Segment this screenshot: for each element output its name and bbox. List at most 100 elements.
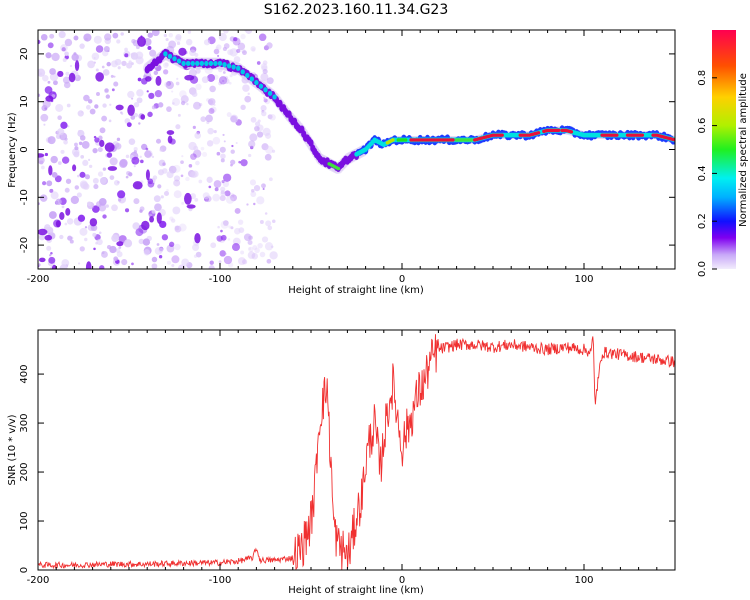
noise-blob (96, 92, 100, 96)
noise-blob (48, 229, 54, 234)
noise-blob (138, 238, 145, 245)
noise-blob (191, 91, 198, 97)
noise-blob (256, 61, 261, 65)
spectrogram-ytick-label: 20 (19, 48, 30, 61)
noise-blob (217, 225, 220, 229)
noise-blob (81, 141, 90, 149)
noise-blob (64, 187, 70, 193)
noise-blob (50, 155, 58, 164)
noise-blob (53, 80, 58, 86)
ridge-hot (569, 130, 574, 134)
noise-blob (102, 167, 107, 171)
noise-blob (95, 68, 99, 72)
noise-blob (102, 69, 110, 76)
noise-blob (228, 262, 234, 268)
noise-blob (222, 173, 232, 182)
ridge-mid (236, 65, 241, 71)
noise-blob (57, 115, 62, 121)
noise-blob (147, 32, 153, 38)
noise-blob (57, 128, 65, 136)
noise-blob (237, 257, 246, 265)
noise-blob (137, 77, 142, 82)
noise-blob (157, 184, 162, 189)
noise-blob (267, 114, 273, 120)
noise-blob (185, 176, 190, 182)
noise-blob (161, 234, 169, 241)
noise-blob (217, 54, 220, 57)
noise-blob (246, 203, 249, 206)
noise-blob-strong (59, 212, 65, 220)
noise-blob (218, 81, 223, 86)
noise-blob (223, 140, 226, 143)
snr-marks (38, 334, 675, 570)
noise-blob (85, 104, 91, 110)
noise-blob (225, 195, 235, 204)
noise-blob (220, 186, 226, 192)
noise-blob (133, 147, 138, 152)
noise-blob (174, 225, 182, 233)
ridge-mid (185, 60, 191, 67)
noise-blob (165, 38, 169, 42)
noise-blob (62, 58, 67, 63)
noise-blob (159, 148, 163, 152)
noise-blob (105, 204, 109, 208)
noise-blob (253, 184, 261, 192)
noise-blob (60, 149, 65, 154)
ridge-mid (181, 60, 186, 67)
spectrogram-xtick-label: 0 (399, 274, 405, 285)
noise-blob (224, 76, 229, 80)
ridge-mid (258, 83, 264, 89)
spectrogram-ytick-label: 0 (19, 146, 30, 152)
noise-blob (124, 53, 129, 58)
snr-ytick-label: 300 (19, 414, 30, 433)
noise-blob (50, 191, 59, 200)
noise-blob (234, 207, 241, 214)
noise-blob (194, 197, 199, 202)
noise-blob (220, 220, 229, 229)
spectrogram-xtick-label: -100 (209, 274, 232, 285)
noise-blob (271, 149, 276, 153)
noise-blob (114, 142, 122, 150)
spectrogram-ylabel: Frequency (Hz) (7, 112, 18, 188)
noise-blob (48, 256, 56, 264)
noise-blob (240, 104, 246, 111)
noise-blob (230, 226, 234, 230)
noise-blob (164, 62, 169, 67)
noise-blob (265, 220, 272, 227)
noise-blob (227, 238, 231, 241)
noise-blob (113, 256, 119, 262)
noise-blob (38, 93, 41, 98)
noise-blob (65, 178, 72, 184)
noise-blob (209, 85, 216, 93)
noise-blob (118, 246, 122, 249)
noise-blob (60, 121, 68, 129)
noise-blob (69, 64, 73, 68)
noise-blob (248, 235, 253, 241)
noise-blob (97, 147, 103, 153)
noise-blob-strong (99, 139, 105, 148)
noise-blob (228, 225, 232, 229)
noise-blob (266, 258, 272, 264)
noise-blob (236, 48, 241, 54)
noise-blob (93, 247, 96, 251)
noise-blob-strong (104, 142, 115, 153)
noise-blob (264, 212, 268, 215)
colorbar-tick-label: 0.4 (697, 165, 708, 181)
noise-blob (151, 30, 160, 37)
noise-blob (264, 242, 274, 251)
noise-blob (143, 249, 151, 256)
noise-blob (116, 39, 121, 44)
noise-blob (177, 113, 181, 117)
noise-blob (127, 90, 135, 99)
noise-blob (222, 133, 225, 137)
noise-blob (173, 175, 181, 182)
noise-blob (77, 262, 81, 265)
noise-blob (240, 250, 245, 255)
noise-blob (111, 88, 115, 92)
noise-blob (230, 149, 235, 154)
noise-blob (207, 127, 214, 135)
ridge-mid (245, 72, 250, 79)
noise-blob (168, 32, 174, 38)
ridge-mid (240, 69, 245, 75)
noise-blob (214, 187, 219, 192)
